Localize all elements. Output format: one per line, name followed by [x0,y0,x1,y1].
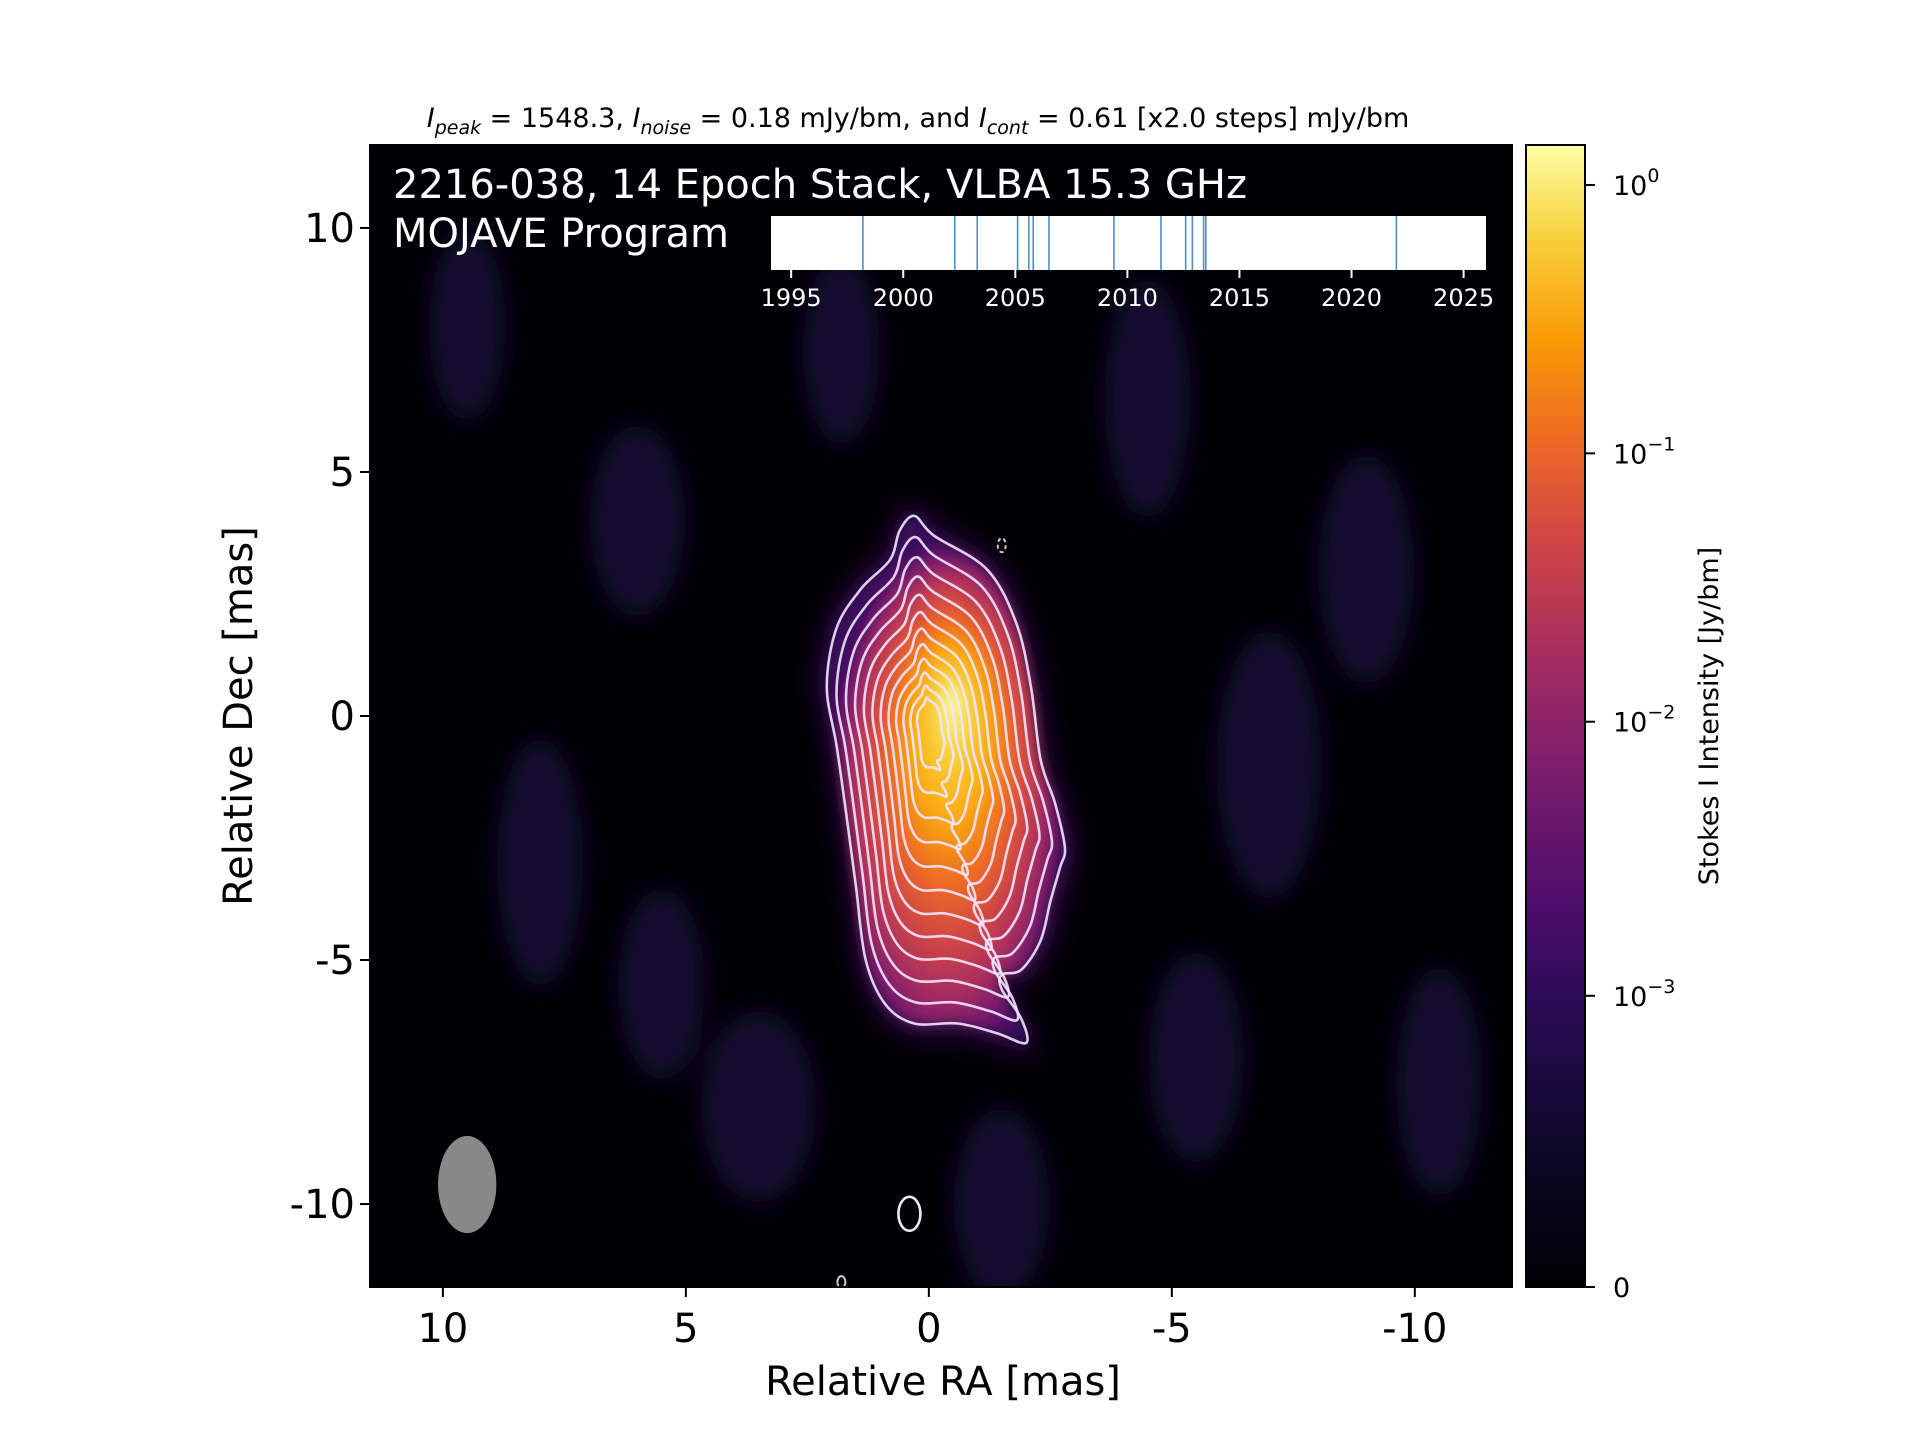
timeline-tick-label: 2015 [1209,284,1270,312]
colorbar-tick-label: 10−2 [1613,702,1675,739]
timeline-tick-label: 2010 [1097,284,1158,312]
contour-line [871,610,1006,927]
plot-title-line1: 2216-038, 14 Epoch Stack, VLBA 15.3 GHz [393,162,1247,208]
y-tick-label: -10 [290,1182,355,1228]
timeline-tick-label: 2000 [873,284,934,312]
colorbar-tick-label: 100 [1613,165,1659,202]
x-axis: 10 5 0 -5 -10 [417,1287,1447,1352]
contour-line [879,627,995,902]
y-axis: 10 5 0 -5 -10 [290,206,370,1228]
epoch-timeline: 1995 2000 2005 2010 2015 2020 2025 [761,216,1494,312]
colorbar-tick-label: 0 [1613,1273,1630,1304]
x-tick-label: 0 [916,1306,941,1352]
y-tick-label: 5 [330,450,355,496]
timeline-tick-label: 1995 [761,284,822,312]
x-axis-label: Relative RA [mas] [765,1359,1121,1405]
y-tick-label: -5 [315,938,355,984]
beam-ellipse [438,1135,497,1234]
contour-line [915,696,946,772]
x-tick-label: 5 [673,1306,698,1352]
x-tick-label: -5 [1152,1306,1192,1352]
colorbar-label: Stokes I Intensity [Jy/bm] [1694,547,1725,885]
colorbar: 100 10−1 10−2 10−3 0 Stokes I Intensity [Jy/… [1525,144,1725,1304]
header-stats: Ipeak = 1548.3, Inoise = 0.18 mJy/bm, an… [427,103,1410,139]
y-axis-label: Relative Dec [mas] [216,526,262,906]
timeline-tick-label: 2025 [1433,284,1494,312]
contour-line [836,1275,847,1287]
noise-layer [428,229,1483,1287]
contour-line [887,642,985,877]
image-plot: 2216-038, 14 Epoch Stack, VLBA 15.3 GHz … [369,144,1513,1288]
colorbar-tick-label: 10−3 [1613,976,1675,1013]
contour-line [825,514,1067,1045]
contour-line [902,671,965,825]
contour-layer [825,514,1067,1287]
contour-line [835,535,1054,1022]
x-tick-label: -10 [1382,1306,1447,1352]
colorbar-gradient [1525,144,1586,1288]
contour-line [908,684,955,799]
timeline-panel [771,216,1486,270]
contour-line [853,575,1029,976]
x-tick-label: 10 [417,1306,468,1352]
y-tick-label: 10 [304,206,355,252]
contour-line [897,1195,922,1233]
contour-line [996,537,1007,554]
timeline-tick-label: 2020 [1321,284,1382,312]
colorbar-tick-label: 10−1 [1613,433,1675,470]
contour-line [844,555,1041,999]
plot-title-line2: MOJAVE Program [393,211,729,257]
contour-line [862,593,1017,952]
timeline-tick-label: 2005 [985,284,1046,312]
y-tick-label: 0 [330,694,355,740]
contour-line [894,657,974,851]
